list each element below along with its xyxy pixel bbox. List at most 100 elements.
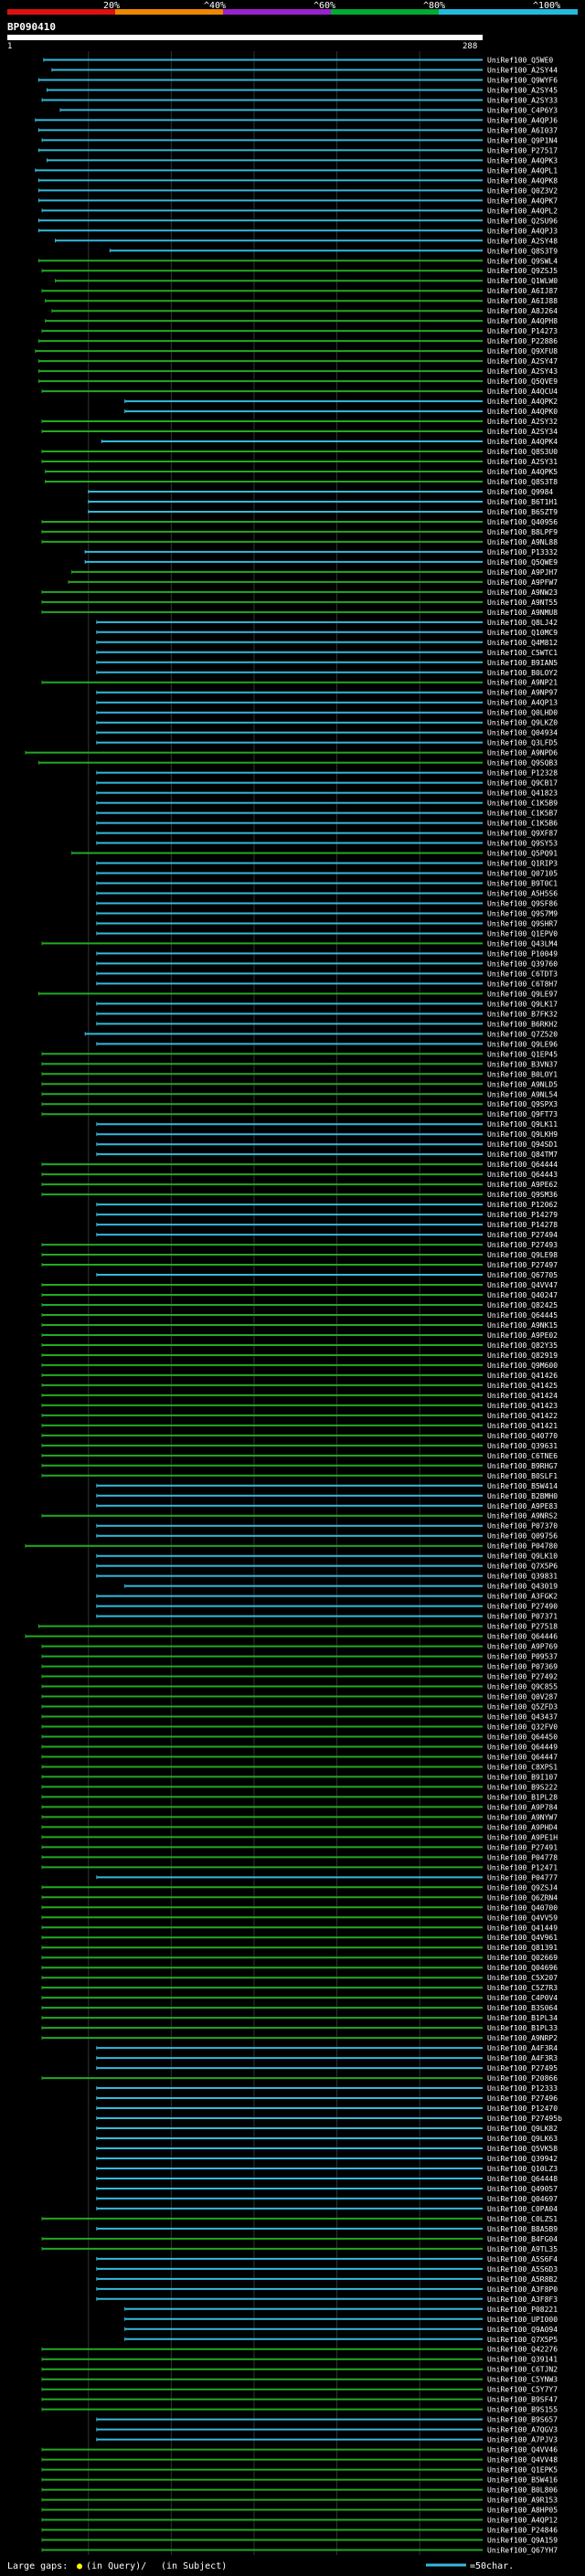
hit-label[interactable]: UniRef100_Q40247 [487,1291,558,1299]
hit-label[interactable]: UniRef100_A9PE62 [487,1181,558,1189]
hit-label[interactable]: UniRef100_P27492 [487,1673,558,1681]
hit-label[interactable]: UniRef100_C0LZS1 [487,2215,558,2223]
hit-label[interactable]: UniRef100_A4F3R3 [487,2054,558,2062]
hit-label[interactable]: UniRef100_B0LOY1 [487,1070,558,1078]
hit-label[interactable]: UniRef100_B0LOY2 [487,669,558,677]
hit-label[interactable]: UniRef100_Q64446 [487,1633,558,1641]
hit-label[interactable]: UniRef100_B9IAN5 [487,659,558,667]
hit-label[interactable]: UniRef100_Q42276 [487,2346,558,2354]
hit-label[interactable]: UniRef100_A9R153 [487,2496,558,2505]
hit-label[interactable]: UniRef100_Q39831 [487,1573,558,1581]
hit-label[interactable]: UniRef100_A3F8F3 [487,2295,558,2304]
hit-label[interactable]: UniRef100_A9NT55 [487,599,558,607]
hit-label[interactable]: UniRef100_Q1RIP3 [487,860,558,868]
hit-label[interactable]: UniRef100_Q9CB17 [487,779,558,788]
hit-label[interactable]: UniRef100_B9S222 [487,1783,558,1791]
hit-label[interactable]: UniRef100_P27518 [487,1623,558,1631]
hit-label[interactable]: UniRef100_Q9SY53 [487,840,558,848]
hit-label[interactable]: UniRef100_P13332 [487,548,558,557]
hit-label[interactable]: UniRef100_Q7X5P5 [487,2336,558,2344]
hit-label[interactable]: UniRef100_A5S6D3 [487,2265,558,2274]
hit-label[interactable]: UniRef100_Q9SF86 [487,899,558,907]
hit-label[interactable]: UniRef100_Q0V287 [487,1693,558,1701]
hit-label[interactable]: UniRef100_A2SY44 [487,66,558,74]
hit-label[interactable]: UniRef100_Q67705 [487,1271,558,1279]
hit-label[interactable]: UniRef100_Q0Z3V2 [487,186,558,195]
hit-label[interactable]: UniRef100_Q9LK82 [487,2125,558,2133]
hit-label[interactable]: UniRef100_P27491 [487,1843,558,1851]
hit-label[interactable]: UniRef100_B9S657 [487,2416,558,2424]
hit-label[interactable]: UniRef100_Q4VV46 [487,2446,558,2454]
hit-label[interactable]: UniRef100_A4QPJ3 [487,227,558,235]
hit-label[interactable]: UniRef100_B6SZT9 [487,508,558,516]
hit-label[interactable]: UniRef100_A4QPL2 [487,207,558,215]
hit-label[interactable]: UniRef100_B5W414 [487,1482,558,1490]
hit-label[interactable]: UniRef100_Q32FV0 [487,1723,558,1731]
hit-label[interactable]: UniRef100_Q39942 [487,2155,558,2163]
hit-label[interactable]: UniRef100_P27495 [487,2064,558,2072]
hit-label[interactable]: UniRef100_Q04697 [487,2195,558,2203]
hit-label[interactable]: UniRef100_Q64450 [487,1733,558,1741]
hit-label[interactable]: UniRef100_C5Y7Y7 [487,2386,558,2394]
hit-label[interactable]: UniRef100_Q8S3U0 [487,448,558,456]
hit-label[interactable]: UniRef100_A8HP05 [487,2507,558,2515]
hit-label[interactable]: UniRef100_B5W416 [487,2476,558,2485]
hit-label[interactable]: UniRef100_Q94SD1 [487,1140,558,1149]
hit-label[interactable]: UniRef100_Q9ZSJ4 [487,1883,558,1892]
hit-label[interactable]: UniRef100_Q9S7M9 [487,909,558,917]
hit-label[interactable]: UniRef100_P27497 [487,1261,558,1269]
hit-label[interactable]: UniRef100_A2SY33 [487,96,558,104]
hit-label[interactable]: UniRef100_P08221 [487,2306,558,2314]
hit-label[interactable]: UniRef100_A2SY34 [487,428,558,436]
hit-label[interactable]: UniRef100_A9NLD5 [487,1080,558,1088]
hit-label[interactable]: UniRef100_P12062 [487,1201,558,1209]
hit-label[interactable]: UniRef100_B1PL34 [487,2014,558,2022]
hit-label[interactable]: UniRef100_Q4V961 [487,1934,558,1942]
hit-label[interactable]: UniRef100_Q5QVE9 [487,377,558,386]
hit-label[interactable]: UniRef100_C1K5B6 [487,820,558,828]
hit-label[interactable]: UniRef100_P10049 [487,949,558,958]
hit-label[interactable]: UniRef100_A9NL54 [487,1090,558,1098]
hit-label[interactable]: UniRef100_A9PJH7 [487,568,558,577]
hit-label[interactable]: UniRef100_Q41449 [487,1924,558,1932]
hit-label[interactable]: UniRef100_A9NL88 [487,538,558,546]
hit-label[interactable]: UniRef100_Q9SQB3 [487,759,558,768]
hit-label[interactable]: UniRef100_Q41424 [487,1392,558,1400]
hit-label[interactable]: UniRef100_B3VN37 [487,1060,558,1068]
hit-label[interactable]: UniRef100_A3F8P0 [487,2285,558,2294]
hit-label[interactable]: UniRef100_Q7X5P6 [487,1563,558,1571]
hit-label[interactable]: UniRef100_Q82919 [487,1352,558,1360]
hit-label[interactable]: UniRef100_Q4VV48 [487,2456,558,2465]
hit-label[interactable]: UniRef100_C6T8H7 [487,980,558,988]
hit-label[interactable]: UniRef100_Q9SM36 [487,1191,558,1199]
hit-label[interactable]: UniRef100_B9RHG7 [487,1462,558,1470]
hit-label[interactable]: UniRef100_P14279 [487,1211,558,1219]
hit-label[interactable]: UniRef100_Q4VV47 [487,1281,558,1289]
hit-label[interactable]: UniRef100_A9NRP2 [487,2034,558,2042]
hit-label[interactable]: UniRef100_Q64443 [487,1171,558,1179]
hit-label[interactable]: UniRef100_Q64449 [487,1743,558,1751]
hit-label[interactable]: UniRef100_A5S6F4 [487,2255,558,2263]
hit-label[interactable]: UniRef100_P24846 [487,2527,558,2535]
hit-label[interactable]: UniRef100_A4QPK8 [487,176,558,185]
hit-label[interactable]: UniRef100_P12328 [487,769,558,778]
hit-label[interactable]: UniRef100_Q9LK11 [487,1120,558,1129]
hit-label[interactable]: UniRef100_Q3LFD5 [487,739,558,747]
hit-label[interactable]: UniRef100_Q9LK17 [487,1000,558,1008]
hit-label[interactable]: UniRef100_Q5VK58 [487,2145,558,2153]
hit-label[interactable]: UniRef100_Q9LKZ0 [487,719,558,727]
hit-label[interactable]: UniRef100_P14278 [487,1221,558,1229]
hit-label[interactable]: UniRef100_Q5PQ91 [487,850,558,858]
hit-label[interactable]: UniRef100_C4P0V4 [487,1994,558,2002]
hit-label[interactable]: UniRef100_B9S155 [487,2406,558,2414]
hit-label[interactable]: UniRef100_Q1WLW0 [487,277,558,285]
hit-label[interactable]: UniRef100_A4QPJ6 [487,116,558,124]
hit-label[interactable]: UniRef100_B2BMH0 [487,1492,558,1500]
hit-label[interactable]: UniRef100_B6T1H1 [487,498,558,506]
hit-label[interactable]: UniRef100_B1PL28 [487,1793,558,1801]
hit-label[interactable]: UniRef100_P07370 [487,1522,558,1531]
hit-label[interactable]: UniRef100_C6TJN2 [487,2366,558,2374]
hit-label[interactable]: UniRef100_Q81391 [487,1944,558,1952]
hit-label[interactable]: UniRef100_Q6ZRN4 [487,1893,558,1902]
hit-label[interactable]: UniRef100_P22886 [487,337,558,345]
